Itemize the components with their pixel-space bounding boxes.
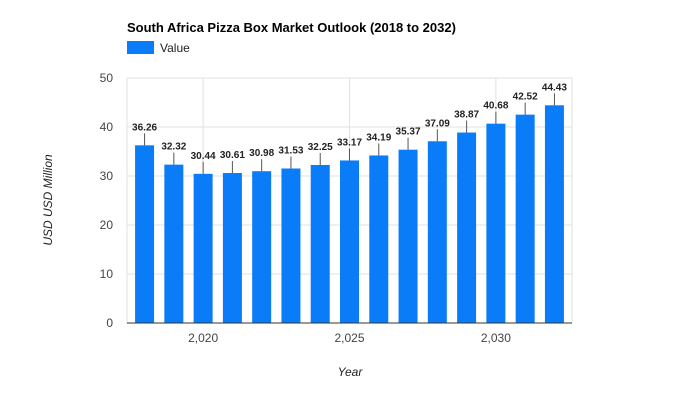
bar-value-label: 42.52 [513, 92, 538, 103]
bar [544, 105, 564, 323]
bar-value-label: 31.53 [278, 146, 303, 157]
bar [164, 164, 184, 323]
bar [369, 155, 389, 323]
bar-value-label: 34.19 [366, 132, 391, 143]
bar-value-label: 30.44 [191, 151, 216, 162]
chart-title: South Africa Pizza Box Market Outlook (2… [127, 20, 456, 35]
y-tick-labels: 0 10 20 30 40 50 [100, 71, 114, 330]
y-tick-label: 50 [100, 71, 114, 85]
y-tick-label: 10 [100, 267, 114, 281]
bar [222, 173, 242, 323]
bar [310, 164, 330, 323]
bar-value-label: 30.61 [220, 150, 245, 161]
bar-value-label: 32.25 [308, 142, 333, 153]
bar [398, 149, 418, 323]
legend-swatch [127, 41, 154, 54]
y-tick-label: 30 [100, 169, 114, 183]
bar-value-label: 40.68 [483, 101, 508, 112]
y-tick-label: 0 [106, 316, 113, 330]
bar [515, 114, 535, 323]
x-tick-labels: 2,020 2,025 2,030 [188, 331, 511, 345]
value-labels: 36.26 32.32 30.44 30.61 30.98 31.53 32.25 33.17… [132, 82, 567, 174]
bar [252, 171, 272, 323]
bar-value-label: 36.26 [132, 122, 157, 133]
x-axis-label: Year [338, 365, 364, 379]
legend-label: Value [160, 41, 190, 55]
bar-value-label: 32.32 [161, 142, 186, 153]
bar-value-label: 37.09 [425, 118, 450, 129]
bar [193, 173, 213, 323]
bar [135, 145, 155, 323]
x-tick-label: 2,020 [188, 331, 218, 345]
x-tick-label: 2,025 [334, 331, 364, 345]
bars [135, 105, 564, 323]
bar-value-label: 30.98 [249, 148, 274, 159]
y-tick-label: 40 [100, 120, 114, 134]
bar-value-label: 44.43 [542, 82, 567, 93]
bar-value-label: 35.37 [396, 127, 421, 138]
y-tick-label: 20 [100, 218, 114, 232]
x-tick-label: 2,030 [481, 331, 511, 345]
bar [340, 160, 359, 323]
bar [281, 168, 301, 323]
bar-value-label: 38.87 [454, 110, 479, 121]
bar-value-label: 33.17 [337, 137, 362, 148]
bar [457, 132, 477, 323]
y-axis-label: USD USD Million [41, 154, 55, 246]
bar [486, 123, 506, 323]
bar [427, 141, 447, 323]
